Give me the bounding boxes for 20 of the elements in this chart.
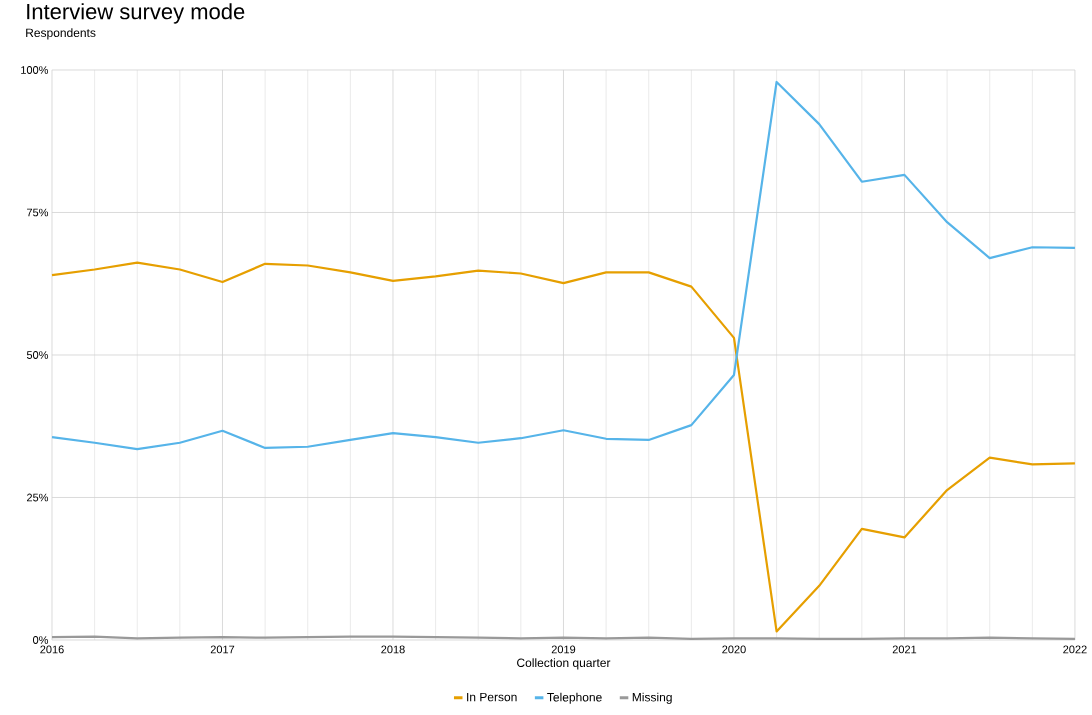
x-tick-label: 2019 <box>551 645 576 654</box>
chart-title: Interview survey mode <box>27 3 245 24</box>
chart-subtitle: Respondents <box>26 28 96 40</box>
x-tick-label: 2021 <box>892 645 917 654</box>
legend-label: Telephone <box>547 692 602 704</box>
y-tick-label: 25% <box>27 493 49 502</box>
x-tick-label: 2016 <box>40 645 64 654</box>
legend-label: In Person <box>467 692 517 702</box>
y-tick-label: 100% <box>21 66 49 74</box>
x-axis-title: Collection quarter <box>517 658 611 670</box>
x-tick-label: 2020 <box>722 645 746 654</box>
x-tick-label: 2022 <box>1063 645 1087 654</box>
y-tick-label: 50% <box>26 351 49 359</box>
legend-label: Missing <box>632 692 672 704</box>
x-tick-label: 2018 <box>381 645 405 654</box>
line-series <box>50 80 1077 451</box>
y-tick-label: 75% <box>27 208 49 217</box>
x-tick-label: 2017 <box>210 645 235 654</box>
line-series <box>50 261 1077 633</box>
y-tick-label: 0% <box>32 636 49 644</box>
